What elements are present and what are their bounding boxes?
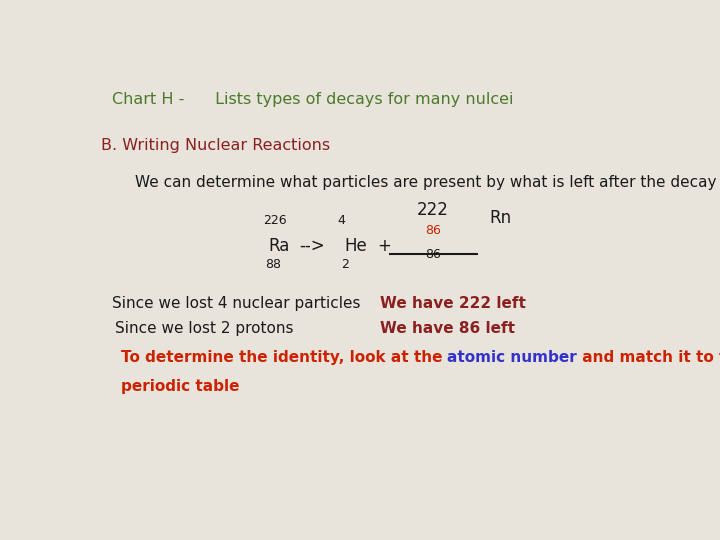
Text: +: +: [377, 237, 391, 255]
Text: Since we lost 4 nuclear particles: Since we lost 4 nuclear particles: [112, 295, 361, 310]
Text: We have 222 left: We have 222 left: [380, 295, 526, 310]
Text: 86: 86: [426, 248, 441, 261]
Text: Rn: Rn: [489, 209, 511, 227]
Text: 86: 86: [426, 224, 441, 238]
Text: B. Writing Nuclear Reactions: B. Writing Nuclear Reactions: [101, 138, 330, 153]
Text: Ra: Ra: [269, 237, 290, 255]
Text: and match it to the: and match it to the: [577, 349, 720, 364]
Text: To determine the identity, look at the: To determine the identity, look at the: [121, 349, 447, 364]
Text: periodic table: periodic table: [121, 379, 239, 394]
Text: Since we lost 2 protons: Since we lost 2 protons: [115, 321, 294, 335]
Text: We have 86 left: We have 86 left: [380, 321, 516, 335]
Text: atomic number: atomic number: [447, 349, 577, 364]
Text: 2: 2: [341, 258, 349, 271]
Text: 88: 88: [265, 258, 282, 271]
Text: Chart H -      Lists types of decays for many nulcei: Chart H - Lists types of decays for many…: [112, 92, 514, 107]
Text: 226: 226: [263, 214, 287, 227]
Text: -->: -->: [300, 237, 325, 255]
Text: We can determine what particles are present by what is left after the decay: We can determine what particles are pres…: [135, 175, 716, 190]
Text: 222: 222: [417, 201, 449, 219]
Text: 4: 4: [337, 214, 345, 227]
Text: He: He: [344, 237, 366, 255]
